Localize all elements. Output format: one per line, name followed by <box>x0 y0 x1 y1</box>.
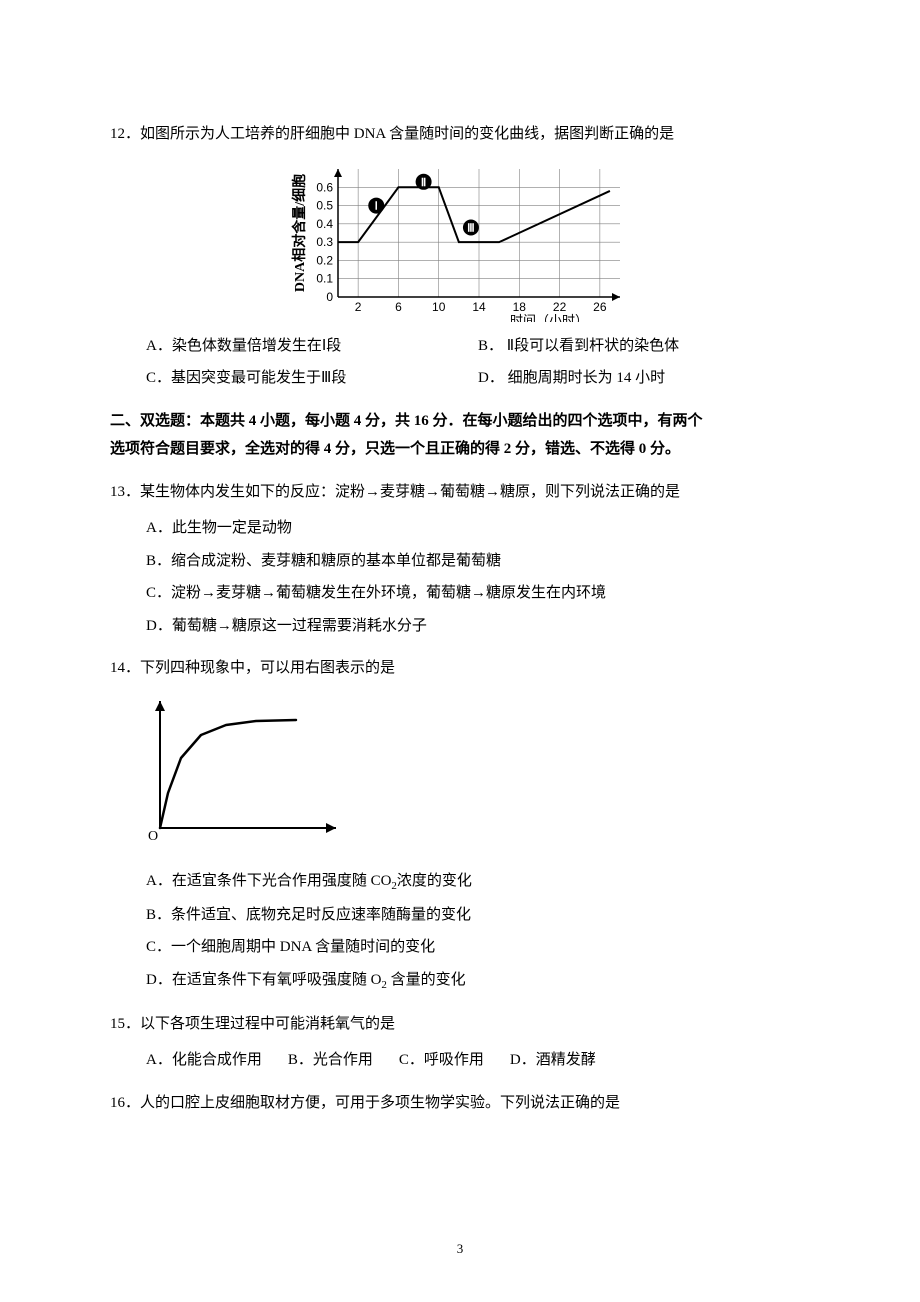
q14-curve-wrap: O <box>110 693 810 854</box>
q13-stem: 13．某生物体内发生如下的反应：淀粉→麦芽糖→葡萄糖→糖原，则下列说法正确的是 <box>110 478 810 507</box>
question-12: 12．如图所示为人工培养的肝细胞中 DNA 含量随时间的变化曲线，据图判断正确的… <box>110 120 810 393</box>
svg-text:Ⅱ: Ⅱ <box>421 176 426 188</box>
q13-option-c: C．淀粉→麦芽糖→葡萄糖发生在外环境，葡萄糖→糖原发生在内环境 <box>110 579 810 608</box>
svg-text:0.3: 0.3 <box>316 235 333 249</box>
svg-text:26: 26 <box>593 300 607 314</box>
question-16: 16．人的口腔上皮细胞取材方便，可用于多项生物学实验。下列说法正确的是 <box>110 1089 810 1118</box>
q14-d-post: 含量的变化 <box>387 972 466 988</box>
svg-text:0.2: 0.2 <box>316 253 333 267</box>
q14-a-pre: A．在适宜条件下光合作用强度随 CO <box>146 873 391 889</box>
svg-text:0.5: 0.5 <box>316 198 333 212</box>
q12-options-row2: C．基因突变最可能发生于Ⅲ段 D． 细胞周期时长为 14 小时 <box>110 364 810 393</box>
q14-option-d: D．在适宜条件下有氧呼吸强度随 O2 含量的变化 <box>110 966 810 996</box>
section-2-heading: 二、双选题：本题共 4 小题，每小题 4 分，共 16 分．在每小题给出的四个选… <box>110 407 810 464</box>
svg-text:14: 14 <box>472 300 486 314</box>
section-2-line2: 选项符合题目要求，全选对的得 4 分，只选一个且正确的得 2 分，错选、不选得 … <box>110 435 810 464</box>
svg-text:Ⅰ: Ⅰ <box>375 200 378 212</box>
q12-chart: 26101418222600.10.20.30.40.50.6DNA相对含量/细… <box>290 157 630 322</box>
q12-option-d: D． 细胞周期时长为 14 小时 <box>478 364 810 393</box>
q15-option-a: A．化能合成作用 <box>146 1046 262 1075</box>
svg-text:DNA相对含量/细胞: DNA相对含量/细胞 <box>291 173 308 291</box>
q12-chart-wrap: 26101418222600.10.20.30.40.50.6DNA相对含量/细… <box>110 157 810 322</box>
q15-options: A．化能合成作用 B．光合作用 C．呼吸作用 D．酒精发酵 <box>110 1046 810 1075</box>
q16-stem: 16．人的口腔上皮细胞取材方便，可用于多项生物学实验。下列说法正确的是 <box>110 1089 810 1118</box>
q13-option-b: B．缩合成淀粉、麦芽糖和糖原的基本单位都是葡萄糖 <box>110 547 810 576</box>
svg-text:时间（小时）: 时间（小时） <box>510 313 588 322</box>
q12-stem: 12．如图所示为人工培养的肝细胞中 DNA 含量随时间的变化曲线，据图判断正确的… <box>110 120 810 149</box>
svg-text:22: 22 <box>553 300 567 314</box>
q12-options-row1: A．染色体数量倍增发生在Ⅰ段 B． Ⅱ段可以看到杆状的染色体 <box>110 332 810 361</box>
q15-option-c: C．呼吸作用 <box>399 1046 484 1075</box>
question-14: 14．下列四种现象中，可以用右图表示的是 O A．在适宜条件下光合作用强度随 C… <box>110 654 810 996</box>
svg-text:O: O <box>148 829 158 843</box>
svg-text:0.4: 0.4 <box>316 216 333 230</box>
q12-option-b: B． Ⅱ段可以看到杆状的染色体 <box>478 332 810 361</box>
q13-option-d: D．葡萄糖→糖原这一过程需要消耗水分子 <box>110 612 810 641</box>
q12-option-a: A．染色体数量倍增发生在Ⅰ段 <box>146 332 478 361</box>
q12-option-c: C．基因突变最可能发生于Ⅲ段 <box>146 364 478 393</box>
question-13: 13．某生物体内发生如下的反应：淀粉→麦芽糖→葡萄糖→糖原，则下列说法正确的是 … <box>110 478 810 641</box>
svg-text:Ⅲ: Ⅲ <box>467 222 475 234</box>
svg-text:18: 18 <box>513 300 527 314</box>
svg-text:0.1: 0.1 <box>316 271 333 285</box>
svg-text:6: 6 <box>395 300 402 314</box>
q15-stem: 15．以下各项生理过程中可能消耗氧气的是 <box>110 1010 810 1039</box>
q14-option-c: C．一个细胞周期中 DNA 含量随时间的变化 <box>110 933 810 962</box>
svg-text:2: 2 <box>355 300 362 314</box>
svg-text:0: 0 <box>326 290 333 304</box>
q14-stem: 14．下列四种现象中，可以用右图表示的是 <box>110 654 810 683</box>
svg-text:0.6: 0.6 <box>316 180 333 194</box>
q14-a-post: 浓度的变化 <box>397 873 472 889</box>
page: 12．如图所示为人工培养的肝细胞中 DNA 含量随时间的变化曲线，据图判断正确的… <box>0 0 920 1302</box>
q14-d-pre: D．在适宜条件下有氧呼吸强度随 O <box>146 972 381 988</box>
q15-option-b: B．光合作用 <box>288 1046 373 1075</box>
q14-option-b: B．条件适宜、底物充足时反应速率随酶量的变化 <box>110 901 810 930</box>
section-2-line1: 二、双选题：本题共 4 小题，每小题 4 分，共 16 分．在每小题给出的四个选… <box>110 407 810 436</box>
q15-option-d: D．酒精发酵 <box>510 1046 596 1075</box>
svg-text:10: 10 <box>432 300 446 314</box>
question-15: 15．以下各项生理过程中可能消耗氧气的是 A．化能合成作用 B．光合作用 C．呼… <box>110 1010 810 1075</box>
q14-curve: O <box>146 693 346 843</box>
q14-option-a: A．在适宜条件下光合作用强度随 CO2浓度的变化 <box>110 867 810 897</box>
page-number: 3 <box>0 1237 920 1262</box>
q13-option-a: A．此生物一定是动物 <box>110 514 810 543</box>
